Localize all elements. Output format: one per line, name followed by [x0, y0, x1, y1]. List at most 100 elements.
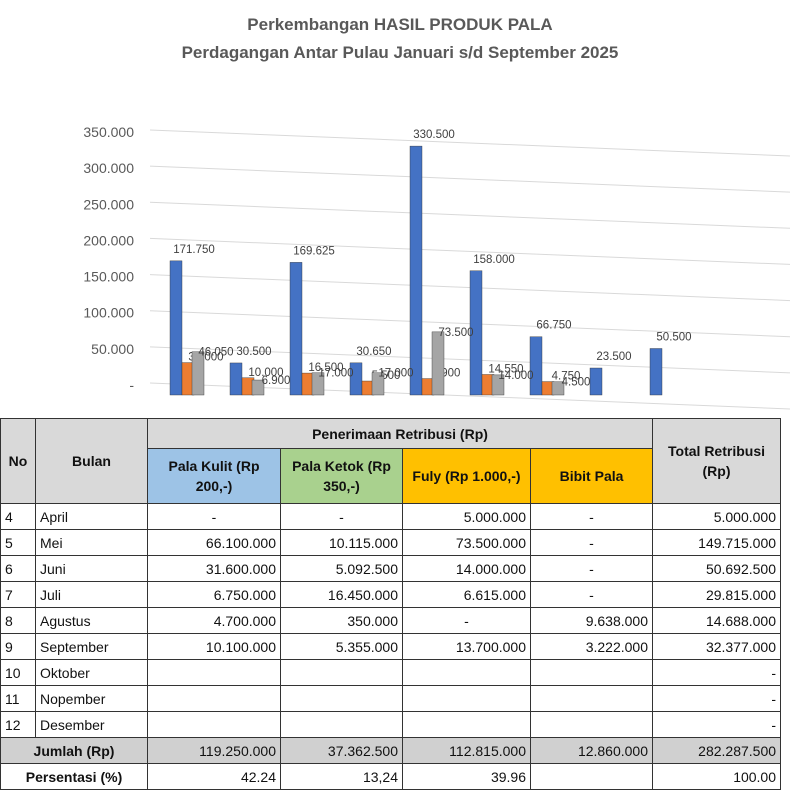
table-cell: 7 [0, 581, 36, 608]
table-cell: 4.700.000 [147, 607, 281, 634]
bar [491, 374, 505, 396]
bar [229, 362, 243, 396]
table-cell: 10.115.000 [280, 529, 403, 556]
table-cell: 32.377.000 [652, 633, 782, 660]
table-row: 8 Agustus 4.700.000 350.000-9.638.000 14.688… [0, 607, 782, 634]
table-cell: - [652, 711, 782, 738]
grid-line [149, 201, 791, 229]
table-cell [529, 659, 654, 686]
chart: Perkembangan HASIL PRODUK PALA Perdagang… [83, 15, 791, 410]
table-row: 11 Nopember - [0, 685, 782, 712]
y-tick-label: 200.000 [83, 232, 134, 248]
table-cell: 282.287.500 [652, 737, 782, 764]
table-cell: September [35, 633, 148, 660]
table-cell: Mei [35, 529, 148, 556]
table-cell [280, 659, 403, 686]
table-row: 6 Juni 31.600.000 5.092.500 14.000.000-50.69… [0, 555, 782, 582]
table-cell: 73.500.000 [402, 529, 531, 556]
table-cell [402, 711, 531, 738]
table-row: 7 Juli 6.750.000 16.450.000 6.615.000-29.815… [0, 581, 782, 608]
header-bulan: Bulan [35, 418, 148, 504]
data-label: 23.500 [596, 351, 631, 363]
table-cell: April [35, 503, 148, 530]
table-cell: Oktober [35, 659, 148, 686]
table-cell: 5.000.000 [652, 503, 782, 530]
table-cell [529, 711, 654, 738]
table-cell: 11 [0, 685, 36, 712]
bar [469, 270, 483, 396]
table-cell: 37.362.500 [280, 737, 403, 764]
bar [431, 331, 445, 396]
bar [169, 260, 183, 396]
table-row: 10 Oktober - [0, 659, 782, 686]
table-cell: 66.100.000 [147, 529, 281, 556]
y-tick-label: 250.000 [83, 196, 134, 212]
data-label: 14.550 [488, 363, 523, 375]
table-cell: 6.615.000 [402, 581, 531, 608]
header-pala-kulit: Pala Kulit (Rp 200,-) [147, 448, 281, 504]
header-pala-ketok: Pala Ketok (Rp 350,-) [280, 448, 403, 504]
table-cell: Juni [35, 555, 148, 582]
table-cell: 3.222.000 [529, 633, 654, 660]
bar [311, 372, 325, 396]
data-label: 330.500 [413, 129, 455, 141]
table-cell: - [652, 659, 782, 686]
table-cell: 50.692.500 [652, 555, 782, 582]
table-cell: 16.450.000 [280, 581, 403, 608]
table-cell: 39.96 [402, 763, 531, 790]
data-label: 171.750 [173, 244, 215, 256]
table-cell: 350.000 [280, 607, 403, 634]
bar [191, 351, 205, 396]
table-cell: 5.000.000 [402, 503, 531, 530]
table-cell: 12 [0, 711, 36, 738]
table-cell [147, 711, 281, 738]
data-label: 50.500 [656, 331, 691, 343]
table-cell: 9 [0, 633, 36, 660]
table-cell: 13.700.000 [402, 633, 531, 660]
data-label: 30.650 [356, 346, 391, 358]
header-bibit-pala: Bibit Pala [529, 448, 654, 504]
data-label: 4.500 [562, 377, 591, 389]
table-cell: Jumlah (Rp) [0, 737, 148, 764]
y-tick-label: - [129, 377, 134, 393]
table-body: 4 April - -5.000.000-5.000.000 5 Mei 66.100.00… [0, 503, 782, 790]
table-cell: 9.638.000 [529, 607, 654, 634]
table-cell: Juli [35, 581, 148, 608]
bar [551, 381, 565, 396]
table-cell [280, 711, 403, 738]
table-row: 9 September 10.100.000 5.355.000 13.700.000 3… [0, 633, 782, 660]
retribusi-table: No Bulan Penerimaan Retribusi (Rp) Total… [0, 418, 782, 790]
table-cell [147, 659, 281, 686]
table-cell: 5.355.000 [280, 633, 403, 660]
data-label: 4.750 [552, 371, 581, 383]
table-cell: - [529, 529, 654, 556]
table-cell: 5.092.500 [280, 555, 403, 582]
grid-line [149, 237, 791, 265]
bar [529, 336, 543, 396]
table-cell: 29.815.000 [652, 581, 782, 608]
chart-title: Perkembangan HASIL PRODUK PALA [247, 15, 552, 34]
data-label: 16.500 [308, 362, 343, 374]
table-cell: 6 [0, 555, 36, 582]
table-cell: 31.600.000 [147, 555, 281, 582]
table-cell [402, 685, 531, 712]
table-cell: - [529, 581, 654, 608]
bar [289, 262, 303, 396]
table-cell [529, 685, 654, 712]
bar [409, 145, 423, 396]
table-row: 12 Desember - [0, 711, 782, 738]
table-cell: 4 [0, 503, 36, 530]
table-cell: 14.688.000 [652, 607, 782, 634]
table-cell [402, 659, 531, 686]
table-row: 4 April - -5.000.000-5.000.000 [0, 503, 782, 530]
data-label: 14.000 [498, 370, 533, 382]
data-label: 46.050 [198, 347, 233, 359]
table-row: Jumlah (Rp) 119.250.000 37.362.500 112.815.… [0, 737, 782, 764]
header-group: Penerimaan Retribusi (Rp) [146, 418, 654, 449]
table-cell: 149.715.000 [652, 529, 782, 556]
table-cell: 12.860.000 [529, 737, 654, 764]
table-cell: - [529, 503, 654, 530]
bar [649, 348, 663, 396]
table-cell [147, 685, 281, 712]
y-tick-label: 350.000 [83, 124, 134, 140]
